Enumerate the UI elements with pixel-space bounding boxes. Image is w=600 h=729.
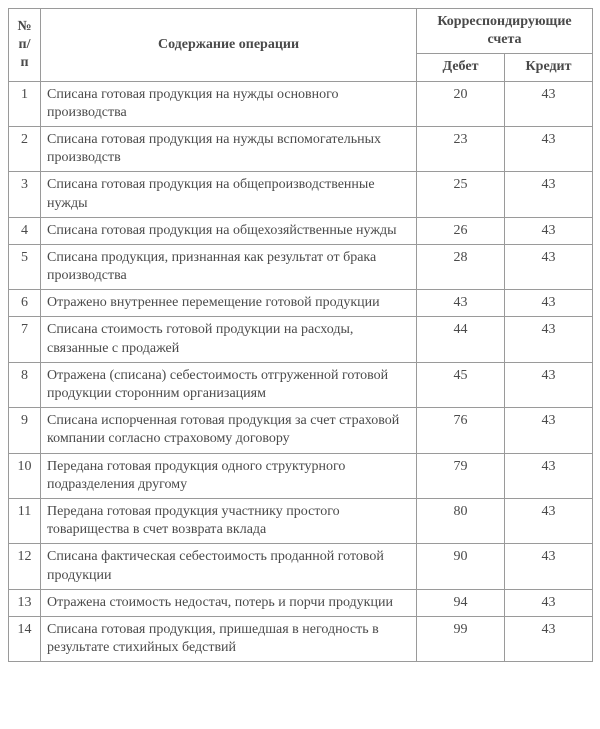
cell-debit: 43	[417, 290, 505, 317]
cell-num: 4	[9, 217, 41, 244]
cell-num: 3	[9, 172, 41, 217]
cell-credit: 43	[505, 589, 593, 616]
table-body: 1Списана готовая продукция на нужды осно…	[9, 81, 593, 662]
table-row: 2Списана готовая продукция на нужды вспо…	[9, 126, 593, 171]
cell-desc: Списана продукция, признанная как резуль…	[41, 244, 417, 289]
cell-credit: 43	[505, 362, 593, 407]
cell-num: 12	[9, 544, 41, 589]
cell-desc: Списана испорченная готовая продукция за…	[41, 408, 417, 453]
cell-desc: Передана готовая продукция участнику про…	[41, 498, 417, 543]
cell-debit: 23	[417, 126, 505, 171]
table-row: 13Отражена стоимость недостач, потерь и …	[9, 589, 593, 616]
cell-debit: 79	[417, 453, 505, 498]
cell-num: 11	[9, 498, 41, 543]
cell-debit: 44	[417, 317, 505, 362]
header-group: Корреспондирующие счета	[417, 9, 593, 54]
cell-credit: 43	[505, 244, 593, 289]
cell-debit: 76	[417, 408, 505, 453]
cell-desc: Списана готовая продукция на нужды основ…	[41, 81, 417, 126]
cell-credit: 43	[505, 317, 593, 362]
table-row: 5Списана продукция, признанная как резул…	[9, 244, 593, 289]
cell-debit: 80	[417, 498, 505, 543]
cell-num: 7	[9, 317, 41, 362]
cell-desc: Передана готовая продукция одного структ…	[41, 453, 417, 498]
cell-desc: Списана готовая продукция на нужды вспом…	[41, 126, 417, 171]
table-row: 10Передана готовая продукция одного стру…	[9, 453, 593, 498]
cell-debit: 28	[417, 244, 505, 289]
cell-credit: 43	[505, 498, 593, 543]
cell-credit: 43	[505, 453, 593, 498]
table-header: № п/п Содержание операции Корреспондирую…	[9, 9, 593, 82]
cell-desc: Отражена стоимость недостач, потерь и по…	[41, 589, 417, 616]
cell-credit: 43	[505, 290, 593, 317]
cell-debit: 45	[417, 362, 505, 407]
table-row: 14Списана готовая продукция, пришедшая в…	[9, 616, 593, 661]
header-debit: Дебет	[417, 54, 505, 81]
cell-num: 8	[9, 362, 41, 407]
table-row: 11Передана готовая продукция участнику п…	[9, 498, 593, 543]
cell-debit: 94	[417, 589, 505, 616]
cell-num: 6	[9, 290, 41, 317]
cell-desc: Списана готовая продукция, пришедшая в н…	[41, 616, 417, 661]
table-row: 8Отражена (списана) себестоимость отгруж…	[9, 362, 593, 407]
cell-num: 5	[9, 244, 41, 289]
cell-credit: 43	[505, 172, 593, 217]
cell-credit: 43	[505, 126, 593, 171]
cell-credit: 43	[505, 408, 593, 453]
cell-desc: Отражено внутреннее перемещение готовой …	[41, 290, 417, 317]
accounts-table: № п/п Содержание операции Корреспондирую…	[8, 8, 593, 662]
table-row: 3Списана готовая продукция на общепроизв…	[9, 172, 593, 217]
cell-num: 10	[9, 453, 41, 498]
header-credit: Кредит	[505, 54, 593, 81]
header-desc: Содержание операции	[41, 9, 417, 82]
cell-debit: 26	[417, 217, 505, 244]
table-row: 1Списана готовая продукция на нужды осно…	[9, 81, 593, 126]
cell-num: 2	[9, 126, 41, 171]
table-row: 7Списана стоимость готовой продукции на …	[9, 317, 593, 362]
cell-credit: 43	[505, 616, 593, 661]
cell-credit: 43	[505, 544, 593, 589]
cell-num: 14	[9, 616, 41, 661]
cell-desc: Списана готовая продукция на общепроизво…	[41, 172, 417, 217]
cell-desc: Списана фактическая себестоимость продан…	[41, 544, 417, 589]
cell-debit: 25	[417, 172, 505, 217]
cell-num: 9	[9, 408, 41, 453]
header-num: № п/п	[9, 9, 41, 82]
table-row: 4Списана готовая продукция на общехозяйс…	[9, 217, 593, 244]
cell-credit: 43	[505, 81, 593, 126]
cell-credit: 43	[505, 217, 593, 244]
cell-desc: Списана готовая продукция на общехозяйст…	[41, 217, 417, 244]
cell-num: 1	[9, 81, 41, 126]
cell-desc: Списана стоимость готовой продукции на р…	[41, 317, 417, 362]
cell-num: 13	[9, 589, 41, 616]
cell-debit: 99	[417, 616, 505, 661]
cell-debit: 20	[417, 81, 505, 126]
cell-debit: 90	[417, 544, 505, 589]
cell-desc: Отражена (списана) себестоимость отгруже…	[41, 362, 417, 407]
table-row: 6Отражено внутреннее перемещение готовой…	[9, 290, 593, 317]
table-row: 12Списана фактическая себестоимость прод…	[9, 544, 593, 589]
table-row: 9Списана испорченная готовая продукция з…	[9, 408, 593, 453]
